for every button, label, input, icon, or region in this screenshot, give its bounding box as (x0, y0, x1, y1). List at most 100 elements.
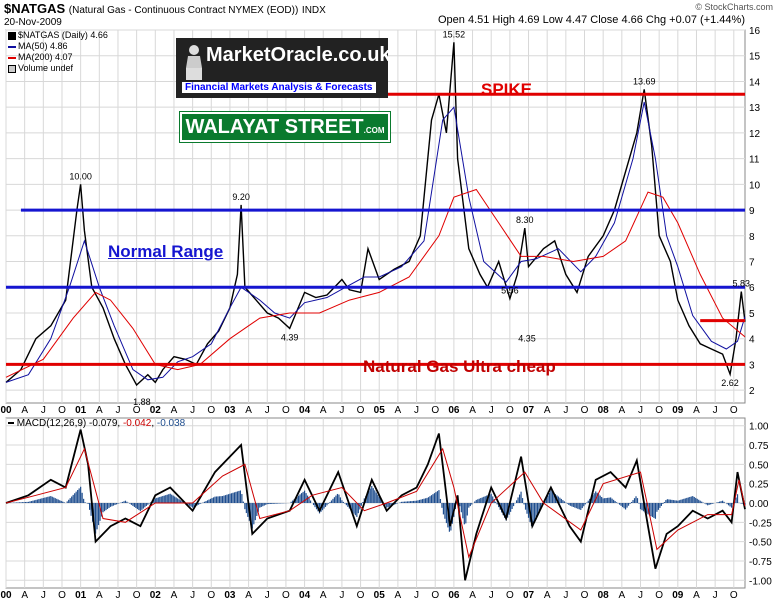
legend-swatch (8, 31, 16, 40)
price-x-tick-label: A (469, 405, 476, 416)
price-x-tick-label: A (618, 405, 625, 416)
price-x-tick-label: A (171, 405, 178, 416)
price-y-tick-label: 2 (749, 386, 755, 397)
price-value-annotation: 10.00 (69, 171, 92, 181)
legend-swatch (8, 45, 16, 48)
price-value-annotation: 8.30 (516, 215, 534, 225)
price-value-annotation: 5.83 (733, 279, 751, 289)
price-x-tick-label: O (655, 405, 663, 416)
legend-volume: Volume undef (8, 63, 108, 74)
price-x-tick-label: O (730, 405, 738, 416)
macd-x-tick-label: A (320, 590, 327, 600)
macd-x-tick-label: J (713, 590, 718, 600)
macd-x-tick-label: J (563, 590, 568, 600)
price-x-tick-label: A (544, 405, 551, 416)
macd-swatch (8, 422, 14, 425)
price-value-annotation: 4.35 (518, 334, 536, 344)
price-x-tick-label: 06 (448, 405, 460, 416)
macd-x-tick-label: 01 (75, 590, 87, 600)
price-value-annotation: 1.88 (133, 397, 151, 407)
macd-header: MACD(12,26,9) -0.079, -0.042, -0.038 (8, 418, 185, 429)
macd-x-tick-label: O (58, 590, 66, 600)
macd-y-tick-label: -0.25 (749, 518, 772, 529)
macd-x-tick-label: A (245, 590, 252, 600)
macd-x-tick-label: J (265, 590, 270, 600)
annotation-normal-range: Normal Range (108, 242, 224, 261)
chart-title: $NATGAS (Natural Gas - Continuous Contra… (4, 1, 326, 16)
macd-x-tick-label: 09 (672, 590, 684, 600)
price-x-tick-label: J (489, 405, 494, 416)
price-x-tick-label: J (713, 405, 718, 416)
macd-x-tick-label: A (96, 590, 103, 600)
price-y-tick-label: 6 (749, 283, 755, 294)
price-x-tick-label: A (693, 405, 700, 416)
price-y-tick-label: 5 (749, 309, 755, 320)
macd-y-tick-label: -0.75 (749, 557, 772, 568)
macd-x-tick-label: J (489, 590, 494, 600)
price-x-tick-label: J (563, 405, 568, 416)
legend-ma50: MA(50) 4.86 (8, 41, 108, 52)
price-x-tick-label: 03 (224, 405, 236, 416)
price-x-tick-label: A (245, 405, 252, 416)
macd-x-tick-label: O (207, 590, 215, 600)
macd-signal-value: -0.042 (122, 418, 152, 429)
price-y-tick-label: 8 (749, 232, 755, 243)
macd-x-tick-label: A (469, 590, 476, 600)
price-x-tick-label: J (41, 405, 46, 416)
price-x-tick-label: J (190, 405, 195, 416)
macd-x-tick-label: J (41, 590, 46, 600)
macd-x-tick-label: J (414, 590, 419, 600)
exchange: INDX (301, 5, 326, 16)
price-x-tick-label: 05 (374, 405, 386, 416)
price-x-tick-label: A (395, 405, 402, 416)
price-y-tick-label: 3 (749, 360, 755, 371)
price-value-annotation: 13.69 (633, 76, 656, 86)
macd-x-tick-label: 04 (299, 590, 311, 600)
price-y-tick-label: 4 (749, 335, 755, 346)
macd-x-tick-label: 00 (0, 590, 12, 600)
macd-x-tick-label: A (618, 590, 625, 600)
price-x-tick-label: 08 (598, 405, 610, 416)
price-value-annotation: 2.62 (721, 378, 739, 388)
price-x-tick-label: O (506, 405, 514, 416)
price-x-tick-label: O (357, 405, 365, 416)
price-value-annotation: 5.56 (501, 286, 519, 296)
legend-volume-label: Volume undef (18, 63, 74, 73)
price-y-tick-label: 14 (749, 77, 761, 88)
price-x-tick-label: A (320, 405, 327, 416)
ohlc-readout: Open 4.51 High 4.69 Low 4.47 Close 4.66 … (438, 14, 745, 26)
price-x-tick-label: J (115, 405, 120, 416)
price-y-tick-label: 12 (749, 129, 761, 140)
macd-x-tick-label: 08 (598, 590, 610, 600)
annotation-spike: SPIKE (481, 80, 533, 99)
macd-x-tick-label: 03 (224, 590, 236, 600)
price-x-tick-label: A (96, 405, 103, 416)
legend-ma50-label: MA(50) 4.86 (18, 41, 68, 51)
macd-line (5, 429, 746, 581)
marketoracle-tagline: Financial Markets Analysis & Forecasts (182, 82, 376, 93)
macd-x-tick-label: J (339, 590, 344, 600)
price-x-tick-label: J (265, 405, 270, 416)
macd-x-tick-label: A (21, 590, 28, 600)
macd-y-tick-label: 0.50 (749, 460, 769, 471)
macd-histogram-value: -0.038 (156, 418, 186, 429)
price-x-tick-label: 07 (523, 405, 535, 416)
macd-x-tick-label: 06 (448, 590, 460, 600)
price-x-tick-label: 04 (299, 405, 311, 416)
price-x-tick-label: J (339, 405, 344, 416)
macd-y-tick-label: 0.00 (749, 499, 769, 510)
price-x-tick-label: O (431, 405, 439, 416)
price-y-tick-label: 7 (749, 258, 755, 269)
macd-value: -0.079 (89, 418, 118, 429)
price-value-annotation: 9.20 (232, 192, 250, 202)
chart-date: 20-Nov-2009 (4, 17, 62, 28)
legend-swatch (8, 64, 16, 73)
macd-x-tick-label: 07 (523, 590, 535, 600)
macd-x-tick-label: 05 (374, 590, 386, 600)
price-line (5, 42, 746, 387)
macd-x-tick-label: O (282, 590, 290, 600)
price-y-tick-label: 11 (749, 155, 760, 166)
price-x-tick-label: 09 (672, 405, 684, 416)
price-x-tick-label: A (21, 405, 28, 416)
